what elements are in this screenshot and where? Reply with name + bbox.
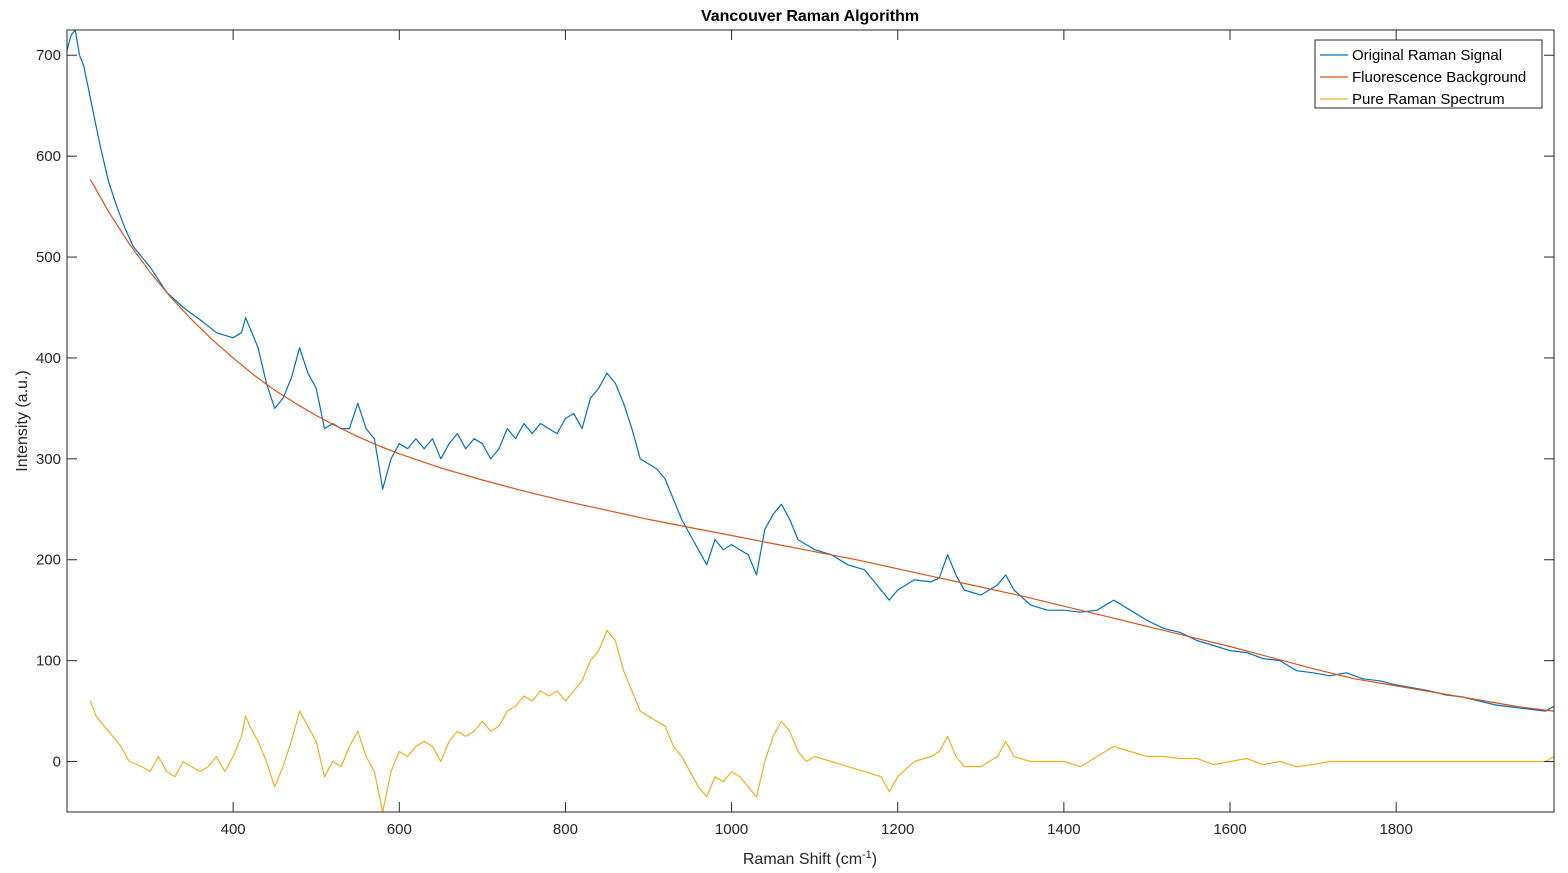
y-tick-label: 100 [36,653,61,670]
fluorescence-background-line [89,179,1554,712]
x-tick-label: 800 [553,821,578,838]
x-tick-label: 1400 [1047,821,1080,838]
ticks-layer: 400 600 800 1000 1200 1400 1600 1800 0 100 200 300 4… [36,30,1554,838]
y-tick-label: 500 [36,249,61,266]
y-tick-label: 600 [36,148,61,165]
series-layer [67,30,1554,812]
legend-entry-label: Pure Raman Spectrum [1352,91,1505,108]
plot-area [67,30,1554,812]
y-tick-label: 200 [36,552,61,569]
x-tick-label: 1200 [881,821,914,838]
y-tick-label: 0 [53,754,61,771]
legend-entry-label: Original Raman Signal [1352,47,1502,64]
y-axis-label: Intensity (a.u.) [14,370,31,471]
y-tick-label: 300 [36,451,61,468]
x-tick-label: 1800 [1379,821,1412,838]
y-tick-label: 700 [36,47,61,64]
y-tick-label: 400 [36,350,61,367]
legend-entry-label: Fluorescence Background [1352,69,1526,86]
legend: Original Raman Signal Fluorescence Backgr… [1314,39,1543,109]
x-tick-label: 600 [387,821,412,838]
plot-frame [66,29,1555,813]
x-axis-label: Raman Shift (cm-1) [743,849,877,868]
x-tick-label: 400 [221,821,246,838]
original-raman-signal-line [67,30,1554,712]
pure-raman-spectrum-line [89,629,1554,812]
x-tick-label: 1000 [715,821,748,838]
chart-title: Vancouver Raman Algorithm [701,8,919,25]
x-tick-label: 1600 [1213,821,1246,838]
legend-box [1314,39,1543,109]
